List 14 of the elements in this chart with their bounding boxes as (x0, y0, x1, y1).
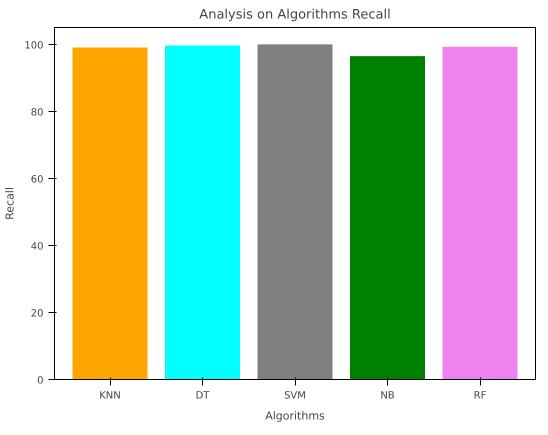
x-tick-label: SVM (284, 390, 306, 402)
x-tick-label: DT (196, 390, 210, 402)
y-tick-label: 80 (30, 107, 44, 118)
y-tick-label: 0 (37, 376, 44, 386)
y-tick-label: 100 (24, 40, 44, 52)
x-tick-label: RF (474, 390, 487, 402)
x-tick-label: NB (380, 390, 395, 402)
y-tick-label: 20 (30, 308, 44, 320)
x-axis-title: Algorithms (265, 410, 326, 422)
y-tick-label: 40 (30, 241, 44, 252)
x-tick-label: KNN (99, 390, 121, 402)
y-axis-title: Recall (3, 187, 16, 220)
chart-title: Analysis on Algorithms Recall (199, 8, 391, 22)
y-tick-label: 60 (30, 174, 44, 186)
